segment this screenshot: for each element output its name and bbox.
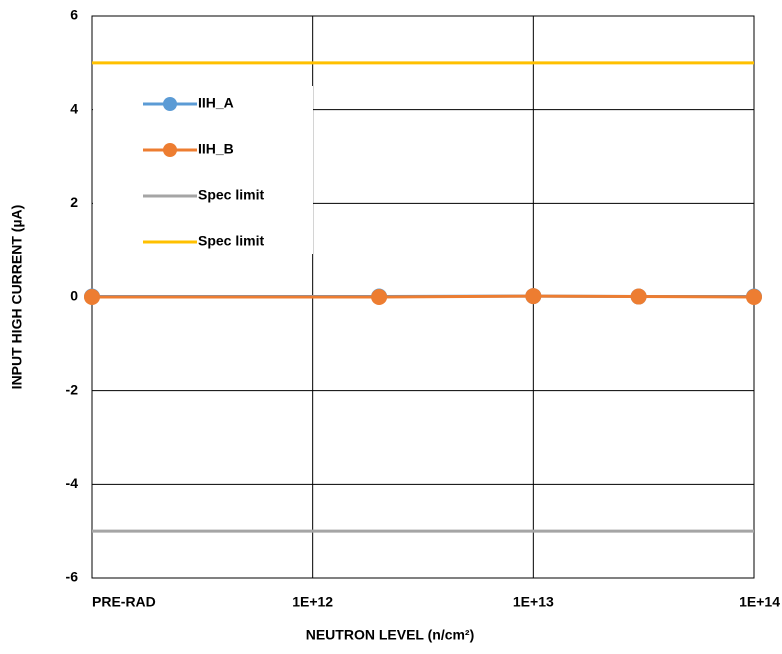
y-axis-title: INPUT HIGH CURRENT (µA) [9,205,25,390]
x-tick-label: 1E+12 [292,594,333,610]
legend-box [93,86,313,254]
legend: IIH_A IIH_B Spec limit Spec limit [93,86,313,254]
x-tick-label: 1E+14 [739,594,780,610]
series-line [92,294,755,299]
y-tick-label: 2 [70,194,78,210]
x-tick-label: PRE-RAD [92,594,156,610]
legend-label: Spec limit [198,187,264,203]
legend-label: IIH_A [198,95,234,111]
y-tick-label: -2 [66,381,79,397]
legend-marker [163,97,177,111]
y-tick-label: 6 [70,7,78,23]
legend-marker [163,143,177,157]
legend-label: IIH_B [198,141,234,157]
y-tick-label: -4 [66,475,79,491]
data-point [525,288,542,305]
data-point [746,289,762,305]
y-tick-label: 0 [70,288,78,304]
data-point [84,289,100,305]
x-tick-label: 1E+13 [513,594,554,610]
legend-label: Spec limit [198,233,264,249]
data-point [371,289,388,305]
data-point [630,288,647,305]
y-tick-label: -6 [66,569,79,585]
x-axis-title: NEUTRON LEVEL (n/cm²) [306,627,475,643]
y-tick-label: 4 [70,100,78,116]
